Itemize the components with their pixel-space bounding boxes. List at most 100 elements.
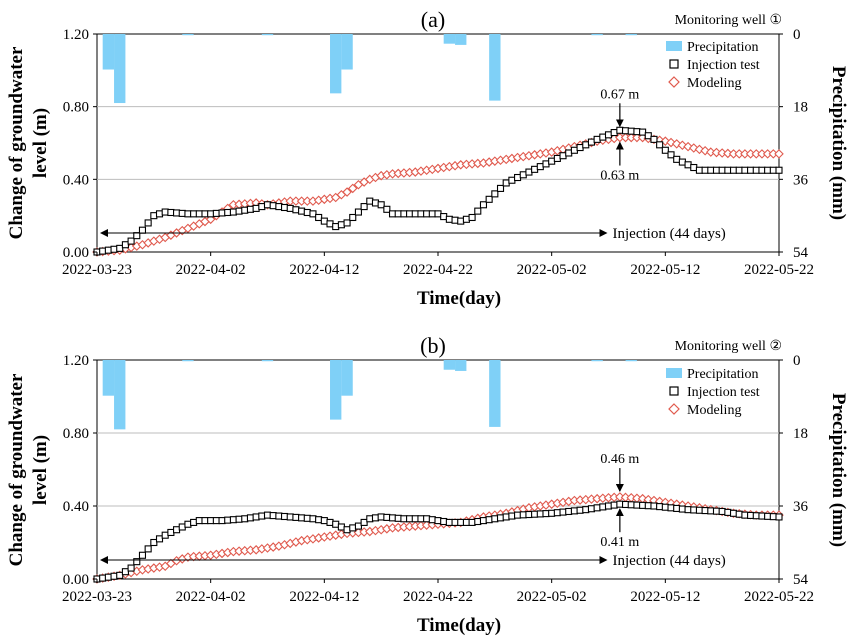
modeling-point xyxy=(347,183,358,194)
injection-point xyxy=(252,204,260,212)
injection-point xyxy=(190,210,198,218)
injection-point xyxy=(610,129,618,137)
injection-point xyxy=(610,501,618,509)
panel-label: (b) xyxy=(420,333,446,358)
injection-point xyxy=(656,141,664,149)
x-tick-label: 2022-04-22 xyxy=(403,589,473,605)
precipitation-bar xyxy=(455,360,467,371)
injection-point xyxy=(394,514,402,522)
injection-point xyxy=(559,152,567,160)
injection-point xyxy=(718,166,726,174)
injection-point xyxy=(303,208,311,217)
injection-point xyxy=(428,516,436,524)
injection-point xyxy=(485,195,493,203)
injection-point xyxy=(144,219,152,227)
injection-point xyxy=(769,166,777,174)
injection-point xyxy=(729,509,738,517)
injection-point xyxy=(354,522,362,530)
injection-point xyxy=(440,213,448,221)
legend-label-precipitation: Precipitation xyxy=(687,40,759,55)
injection-point xyxy=(701,507,709,515)
injection-point xyxy=(769,513,777,521)
injection-point xyxy=(627,501,635,509)
injection-point xyxy=(764,166,772,174)
injection-point xyxy=(411,515,419,523)
injection-point xyxy=(292,206,300,214)
panel-a: (a) Monitoring well ① 0.00 0.40 0.80 1.20 0… xyxy=(6,7,847,309)
precipitation-bar xyxy=(330,34,342,94)
injection-point xyxy=(263,511,272,519)
annotation-peak-observed: 0.41 m xyxy=(600,535,639,550)
x-tick-label: 2022-05-22 xyxy=(744,589,814,605)
y-axis-title-line1: Change of groundwater xyxy=(6,373,27,566)
injection-point xyxy=(360,518,368,526)
precipitation-bar xyxy=(114,34,126,104)
injection-point xyxy=(468,213,476,222)
legend-marker-injection xyxy=(669,386,679,396)
injection-point xyxy=(661,146,669,154)
injection-point xyxy=(400,515,408,523)
injection-point xyxy=(144,545,152,553)
injection-point xyxy=(280,512,289,521)
injection-point xyxy=(440,517,448,526)
precipitation-bar xyxy=(102,360,115,396)
precipitation-bar xyxy=(591,360,603,362)
legend-label-injection: Injection test xyxy=(687,58,760,73)
injection-point xyxy=(423,210,431,218)
injection-point xyxy=(161,531,169,539)
injection-point xyxy=(167,528,175,537)
injection-point xyxy=(633,128,641,136)
x-tick-label: 2022-04-02 xyxy=(176,589,246,605)
injection-point xyxy=(690,506,698,514)
y2-tick-label: 36 xyxy=(793,172,809,188)
injection-point xyxy=(673,504,681,512)
injection-point xyxy=(258,512,266,520)
precipitation-bar xyxy=(341,360,353,396)
injection-point xyxy=(661,503,669,511)
injection-point xyxy=(366,197,374,205)
annotation-peak-observed: 0.67 m xyxy=(600,87,639,102)
y-tick-label: 0.40 xyxy=(63,499,89,515)
injection-point xyxy=(553,509,561,517)
injection-point xyxy=(775,513,783,521)
injection-point xyxy=(320,217,328,225)
injection-point xyxy=(371,199,380,207)
injection-point xyxy=(673,155,681,163)
y2-axis-title: Precipitation (mm) xyxy=(828,66,847,220)
x-tick-label: 2022-04-22 xyxy=(403,262,473,278)
injection-point xyxy=(292,513,300,521)
injection-point xyxy=(337,523,345,531)
y-axis-title-line2: level (m) xyxy=(30,108,51,178)
modeling-point xyxy=(688,143,699,153)
injection-point xyxy=(565,149,573,157)
injection-point xyxy=(474,517,482,526)
y2-tick-label: 18 xyxy=(793,426,808,442)
injection-point xyxy=(519,171,527,179)
injection-point xyxy=(479,517,488,525)
injection-point xyxy=(627,127,635,135)
legend-swatch-precipitation xyxy=(666,41,682,51)
precipitation-bar xyxy=(625,34,637,36)
modeling-point xyxy=(342,187,352,197)
y2-tick-label: 36 xyxy=(793,499,809,515)
injection-point xyxy=(349,213,357,222)
precipitation-bar xyxy=(489,360,501,427)
injection-point xyxy=(531,165,539,173)
injection-point xyxy=(479,201,488,209)
legend-label-modeling: Modeling xyxy=(687,76,741,91)
injection-point xyxy=(167,208,175,217)
modeling-point xyxy=(700,145,710,156)
y-axis-title-line2: level (m) xyxy=(30,435,51,505)
injection-point xyxy=(445,518,453,526)
injection-point xyxy=(496,514,505,522)
injection-point xyxy=(320,517,328,525)
y2-axis-title: Precipitation (mm) xyxy=(828,393,847,547)
injection-point xyxy=(377,201,385,209)
injection-point xyxy=(434,517,442,525)
injection-point xyxy=(269,202,277,210)
injection-point xyxy=(235,207,243,215)
injection-point xyxy=(246,514,254,522)
injection-point xyxy=(712,166,721,174)
x-tick-label: 2022-05-02 xyxy=(517,589,587,605)
injection-point xyxy=(337,221,345,229)
